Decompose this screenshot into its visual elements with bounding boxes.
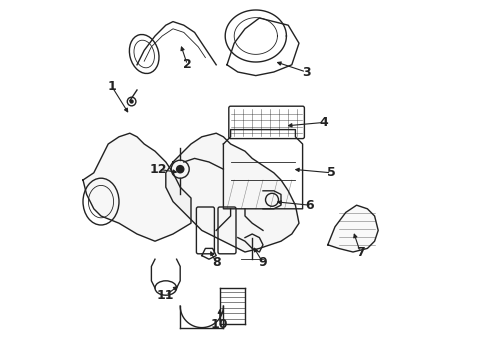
Text: 3: 3 [302, 66, 311, 78]
Text: 1: 1 [107, 80, 116, 93]
Text: 2: 2 [183, 58, 192, 71]
Circle shape [129, 99, 134, 104]
Text: 5: 5 [327, 166, 336, 179]
Circle shape [176, 165, 185, 174]
Text: 10: 10 [211, 318, 228, 330]
Text: 8: 8 [212, 256, 220, 269]
Polygon shape [166, 133, 299, 252]
Text: 9: 9 [259, 256, 268, 269]
Text: 12: 12 [150, 163, 168, 176]
Text: 7: 7 [356, 246, 365, 258]
Polygon shape [83, 133, 191, 241]
Text: 6: 6 [305, 199, 314, 212]
Text: 4: 4 [320, 116, 329, 129]
Polygon shape [328, 205, 378, 252]
Text: 11: 11 [157, 289, 174, 302]
